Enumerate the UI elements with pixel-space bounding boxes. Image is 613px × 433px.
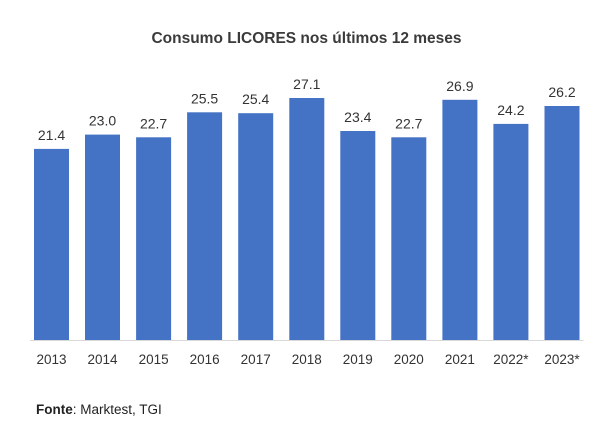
x-tick-label-2020: 2020: [394, 352, 424, 367]
bar-2015: [136, 137, 172, 340]
bar-chart: 21.4 23.0 22.7 25.5 25.4 27.1 23.4 22.7 26.9 24.2…: [30, 76, 584, 367]
data-label-2021: 26.9: [446, 78, 473, 94]
bar-2023-est: [544, 106, 580, 340]
data-label-2019: 23.4: [344, 109, 371, 125]
bar-2016: [187, 112, 223, 340]
data-label-2013: 21.4: [38, 127, 65, 143]
chart-title: Consumo LICORES nos últimos 12 meses: [151, 30, 462, 47]
x-tick-label-2022-est: 2022*: [493, 352, 529, 367]
bar-2017: [238, 113, 274, 340]
bar-2018: [289, 98, 325, 340]
bar-2020: [391, 137, 427, 340]
data-label-2018: 27.1: [293, 76, 320, 92]
data-label-2023-est: 26.2: [548, 84, 575, 100]
x-tick-label-2017: 2017: [241, 352, 271, 367]
bar-2013: [34, 148, 69, 340]
bar-2014: [85, 134, 120, 340]
bar-2022-est: [493, 123, 529, 341]
x-tick-labels-group: 2013 2014 2015 2016 2017 2018 2019 2020 2021 2022…: [36, 352, 580, 367]
bar-2021: [442, 99, 478, 340]
source-note: Fonte: Marktest, TGI: [36, 402, 162, 417]
x-tick-label-2013: 2013: [36, 352, 66, 367]
bar-2019: [340, 131, 376, 340]
data-label-2020: 22.7: [395, 115, 422, 131]
data-label-2014: 23.0: [89, 113, 116, 129]
data-labels-group: 21.4 23.0 22.7 25.5 25.4 27.1 23.4 22.7 26.9 24.2…: [38, 76, 576, 143]
x-tick-label-2021: 2021: [445, 352, 475, 367]
data-label-2022-est: 24.2: [497, 102, 524, 118]
x-tick-label-2014: 2014: [87, 352, 118, 367]
x-tick-label-2015: 2015: [139, 352, 169, 367]
x-tick-label-2023-est: 2023*: [544, 352, 580, 367]
x-tick-label-2016: 2016: [190, 352, 220, 367]
x-tick-label-2019: 2019: [343, 352, 373, 367]
data-label-2016: 25.5: [191, 90, 218, 106]
data-label-2017: 25.4: [242, 91, 269, 107]
source-text: : Marktest, TGI: [72, 402, 162, 417]
source-label: Fonte: [36, 402, 73, 417]
data-label-2015: 22.7: [140, 115, 167, 131]
x-tick-label-2018: 2018: [292, 352, 322, 367]
bars-group: [34, 98, 580, 341]
